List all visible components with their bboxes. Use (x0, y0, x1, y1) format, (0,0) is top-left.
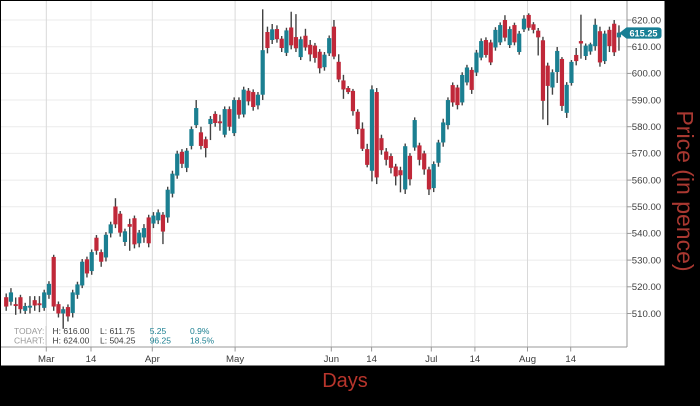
svg-text:Jul: Jul (425, 354, 437, 365)
svg-text:615.25: 615.25 (629, 28, 657, 38)
svg-text:530.00: 530.00 (632, 255, 661, 266)
svg-text:600.00: 600.00 (632, 69, 661, 80)
svg-text:620.00: 620.00 (632, 15, 661, 26)
svg-text:0.9%: 0.9% (190, 326, 210, 336)
svg-text:520.00: 520.00 (632, 282, 661, 293)
svg-text:610.00: 610.00 (632, 42, 661, 53)
svg-text:Apr: Apr (145, 354, 161, 365)
svg-text:590.00: 590.00 (632, 95, 661, 106)
svg-text:L: 504.25: L: 504.25 (100, 336, 136, 346)
svg-text:14: 14 (565, 354, 576, 365)
svg-text:L: 611.75: L: 611.75 (100, 326, 135, 336)
svg-text:540.00: 540.00 (632, 229, 661, 240)
svg-text:570.00: 570.00 (632, 149, 661, 160)
svg-text:H: 624.00: H: 624.00 (53, 336, 90, 346)
svg-text:560.00: 560.00 (632, 175, 661, 186)
svg-text:18.5%: 18.5% (190, 336, 215, 346)
svg-text:14: 14 (86, 354, 97, 365)
svg-text:Jun: Jun (324, 354, 339, 365)
svg-text:Price (in pence): Price (in pence) (672, 110, 698, 271)
svg-text:CHART:: CHART: (14, 336, 45, 346)
svg-text:TODAY:: TODAY: (14, 326, 44, 336)
svg-text:550.00: 550.00 (632, 202, 661, 213)
svg-text:Mar: Mar (38, 354, 55, 365)
svg-text:5.25: 5.25 (150, 326, 167, 336)
svg-text:Aug: Aug (519, 354, 536, 365)
svg-text:Days: Days (322, 370, 368, 392)
svg-text:510.00: 510.00 (632, 309, 661, 320)
svg-text:580.00: 580.00 (632, 122, 661, 133)
svg-text:May: May (226, 354, 244, 365)
svg-text:H: 616.00: H: 616.00 (53, 326, 90, 336)
svg-text:14: 14 (470, 354, 481, 365)
svg-text:96.25: 96.25 (150, 336, 172, 346)
svg-text:14: 14 (366, 354, 377, 365)
